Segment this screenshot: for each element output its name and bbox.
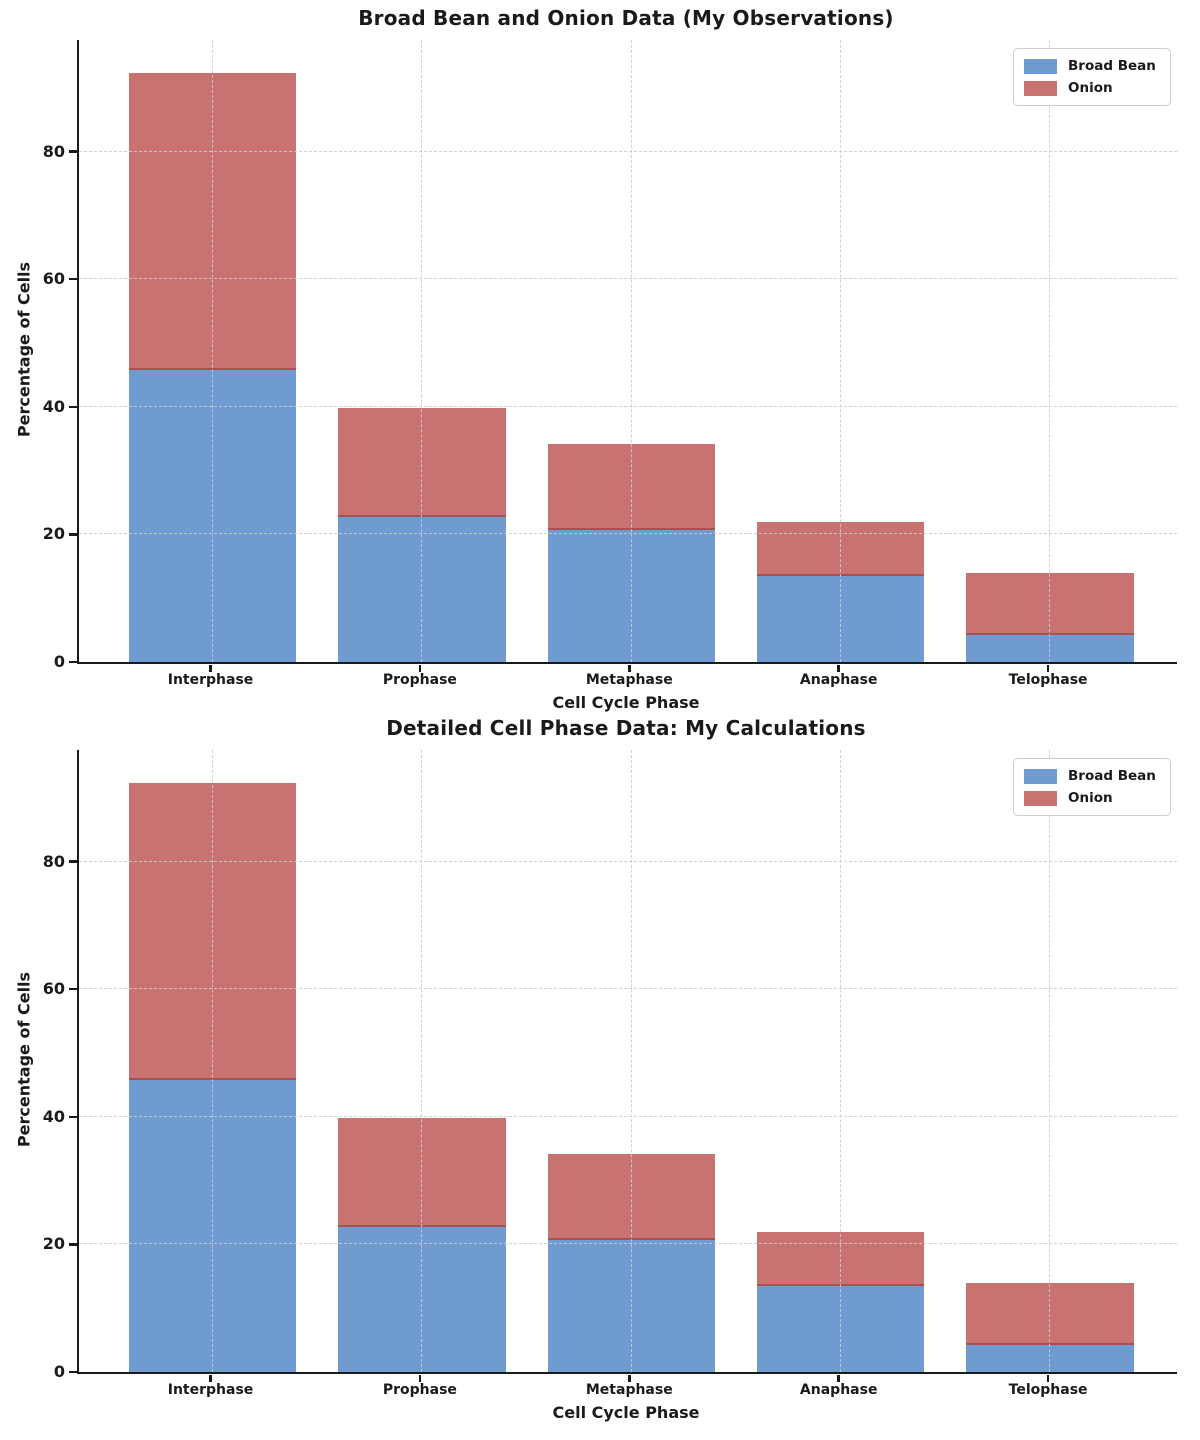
gridline-h-80 — [79, 150, 1177, 152]
x-tick-mark-interphase — [209, 1374, 212, 1382]
legend: Broad Bean Onion — [1013, 48, 1171, 106]
y-axis-label: Percentage of Cells — [14, 971, 34, 1148]
y-tick-label-40: 40 — [42, 396, 65, 416]
y-tick-mark-20 — [69, 533, 77, 536]
chart-title: Broad Bean and Onion Data (My Observatio… — [358, 6, 894, 30]
x-tick-label-telophase: Telophase — [1008, 672, 1088, 688]
plot-area — [77, 40, 1177, 664]
y-tick-label-80: 80 — [42, 141, 65, 161]
x-tick-mark-metaphase — [628, 664, 631, 672]
x-tick-mark-anaphase — [837, 664, 840, 672]
legend-label: Onion — [1068, 80, 1113, 96]
y-tick-label-20: 20 — [42, 1234, 65, 1254]
y-tick-mark-0 — [69, 1370, 77, 1374]
legend-row-broad-bean: Broad Bean — [1024, 768, 1156, 784]
gridline-h-20 — [79, 533, 1177, 535]
x-tick-label-interphase: Interphase — [167, 1382, 254, 1398]
legend-label: Onion — [1068, 790, 1113, 806]
x-tick-mark-prophase — [418, 1374, 422, 1382]
legend-swatch-broad-bean — [1024, 58, 1057, 74]
legend-label: Broad Bean — [1068, 768, 1156, 784]
gridline-v-telophase — [1049, 750, 1051, 1372]
x-tick-label-telophase: Telophase — [1008, 1382, 1088, 1398]
gridline-v-prophase — [421, 40, 423, 662]
x-axis-label: Cell Cycle Phase — [552, 693, 700, 712]
plot-area — [77, 750, 1177, 1374]
y-tick-mark-60 — [69, 987, 77, 991]
gridline-h-60 — [79, 988, 1177, 990]
y-tick-mark-60 — [69, 277, 77, 281]
x-tick-label-prophase: Prophase — [382, 672, 457, 688]
x-tick-label-metaphase: Metaphase — [585, 1382, 673, 1398]
y-tick-label-60: 60 — [42, 979, 65, 999]
y-tick-mark-80 — [69, 860, 77, 863]
x-tick-label-metaphase: Metaphase — [585, 672, 673, 688]
gridline-v-interphase — [211, 40, 213, 662]
x-tick-mark-telophase — [1046, 1374, 1050, 1382]
y-tick-mark-40 — [69, 1115, 77, 1119]
legend: Broad Bean Onion — [1013, 758, 1171, 816]
x-tick-mark-prophase — [418, 664, 422, 672]
y-tick-label-60: 60 — [42, 269, 65, 289]
gridline-v-metaphase — [630, 40, 632, 662]
x-tick-label-anaphase: Anaphase — [799, 1382, 878, 1398]
x-tick-mark-anaphase — [837, 1374, 840, 1382]
gridline-v-metaphase — [630, 750, 632, 1372]
legend-swatch-broad-bean — [1024, 768, 1057, 784]
y-tick-label-80: 80 — [42, 851, 65, 871]
gridline-h-80 — [79, 860, 1177, 862]
legend-swatch-onion — [1024, 790, 1057, 806]
x-tick-mark-metaphase — [628, 1374, 631, 1382]
x-tick-label-prophase: Prophase — [382, 1382, 457, 1398]
gridline-h-60 — [79, 278, 1177, 280]
y-tick-label-0: 0 — [53, 1362, 65, 1381]
x-tick-mark-interphase — [209, 664, 212, 672]
gridline-h-40 — [79, 405, 1177, 407]
gridline-v-telophase — [1049, 40, 1051, 662]
y-tick-label-0: 0 — [53, 652, 65, 671]
legend-row-onion: Onion — [1024, 790, 1156, 806]
x-tick-mark-telophase — [1046, 664, 1050, 672]
y-tick-mark-40 — [69, 405, 77, 409]
gridline-v-interphase — [211, 750, 213, 1372]
gridline-h-20 — [79, 1243, 1177, 1245]
gridline-v-prophase — [421, 750, 423, 1372]
legend-label: Broad Bean — [1068, 58, 1156, 74]
y-tick-label-40: 40 — [42, 1106, 65, 1126]
chart-title: Detailed Cell Phase Data: My Calculation… — [386, 716, 866, 740]
x-tick-label-interphase: Interphase — [167, 672, 254, 688]
legend-swatch-onion — [1024, 80, 1057, 96]
x-tick-label-anaphase: Anaphase — [799, 672, 878, 688]
x-axis-label: Cell Cycle Phase — [552, 1403, 700, 1422]
y-axis-label: Percentage of Cells — [14, 261, 34, 438]
y-tick-label-20: 20 — [42, 524, 65, 544]
gridline-v-anaphase — [839, 750, 841, 1372]
gridline-v-anaphase — [839, 40, 841, 662]
y-tick-mark-80 — [69, 150, 77, 153]
legend-row-onion: Onion — [1024, 80, 1156, 96]
y-tick-mark-0 — [69, 660, 77, 664]
y-tick-mark-20 — [69, 1243, 77, 1246]
gridline-h-40 — [79, 1115, 1177, 1117]
legend-row-broad-bean: Broad Bean — [1024, 58, 1156, 74]
